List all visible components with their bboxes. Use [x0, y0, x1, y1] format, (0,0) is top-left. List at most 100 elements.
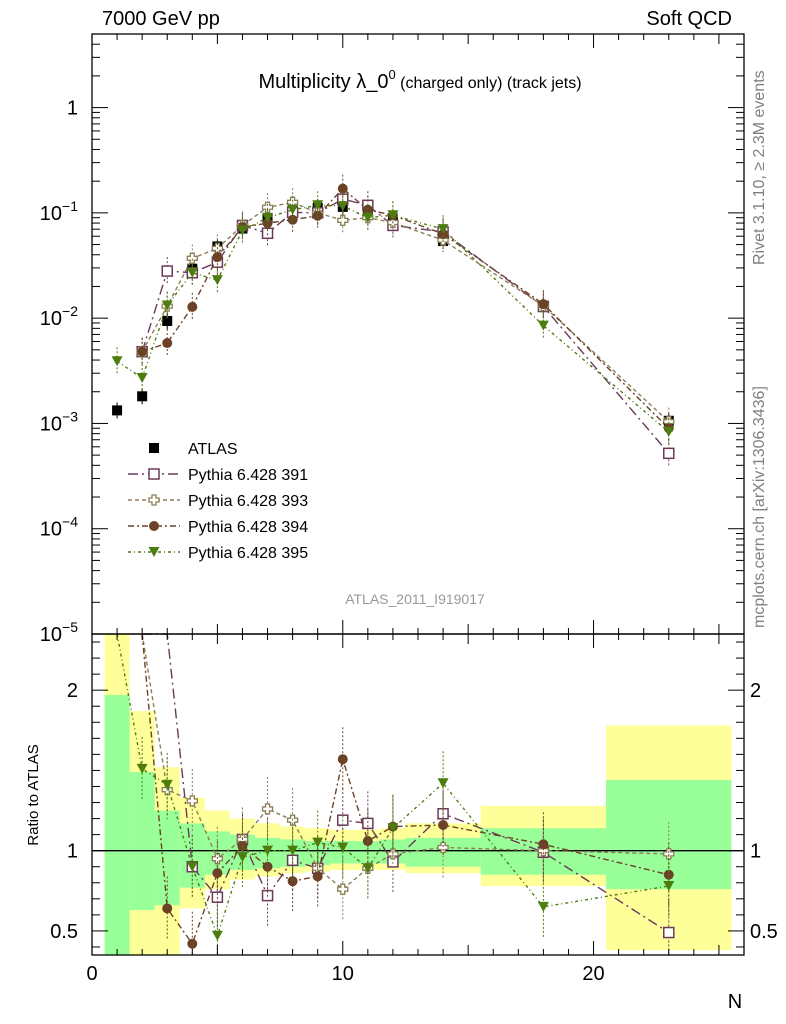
ratio-point — [337, 842, 349, 853]
plot-title-sup: 0 — [388, 67, 395, 82]
data-point — [663, 426, 675, 437]
series-2 — [136, 188, 675, 436]
legend: ATLAS Pythia 6.428 391 Pythia 6.428 393 Pyt… — [128, 441, 308, 562]
ratio-point — [287, 876, 298, 887]
ratio-y-tick-label: 0.5 — [50, 921, 78, 943]
ratio-point — [261, 803, 274, 815]
ratio-point — [187, 938, 198, 949]
ratio-point — [437, 778, 449, 789]
y-tick-label: 10−1 — [40, 198, 78, 225]
data-point — [137, 346, 148, 357]
y-tick-exponent: −1 — [62, 198, 78, 214]
data-point — [212, 252, 223, 263]
data-point — [262, 218, 273, 229]
ratio-point — [538, 839, 549, 850]
series-line — [141, 198, 670, 454]
ratio-series-2 — [141, 633, 674, 955]
x-axis-label: N — [728, 991, 742, 1013]
data-point — [663, 447, 675, 460]
legend-marker — [149, 443, 159, 453]
header-energy: 7000 GeV pp — [102, 8, 220, 30]
ratio-y-axis-label: Ratio to ATLAS — [25, 744, 42, 845]
series-1 — [136, 185, 675, 468]
y-tick-label: 10−2 — [40, 303, 78, 330]
data-point — [262, 212, 274, 223]
ratio-y-tick-label-right: 0.5 — [750, 921, 778, 943]
legend-marker — [148, 494, 160, 506]
data-point — [387, 210, 399, 221]
data-point — [187, 301, 198, 312]
data-point — [162, 338, 173, 349]
y-tick-base: 10 — [40, 203, 62, 225]
y-tick-base: 10 — [40, 308, 62, 330]
plot-title-small: (charged only) (track jets) — [396, 75, 582, 92]
data-point — [161, 300, 173, 311]
y-tick-exponent: −5 — [62, 619, 78, 635]
plot-title-main: Multiplicity λ_0 — [258, 71, 388, 93]
data-point — [112, 405, 123, 416]
y-tick-label: 10−4 — [40, 514, 78, 541]
data-point — [236, 225, 248, 236]
ratio-point — [162, 903, 173, 914]
y-tick-exponent: −2 — [62, 303, 78, 319]
ratio-band-green — [129, 772, 155, 911]
analysis-label: ATLAS_2011_I919017 — [345, 591, 485, 607]
ratio-point — [663, 848, 675, 860]
ratio-plot-series — [92, 633, 744, 955]
legend-entry-2: Pythia 6.428 393 — [128, 493, 308, 510]
y-tick-label: 1 — [67, 98, 78, 120]
data-point — [287, 214, 298, 225]
y-tick-exponent: −4 — [62, 514, 78, 530]
ratio-point — [236, 852, 248, 863]
ratio-series-0 — [142, 633, 675, 955]
data-point — [437, 224, 449, 235]
ratio-point — [212, 868, 223, 879]
data-point — [287, 204, 299, 215]
ratio-point — [663, 880, 675, 891]
legend-label: Pythia 6.428 395 — [188, 545, 308, 562]
legend-entry-1: Pythia 6.428 391 — [128, 467, 308, 484]
data-point — [136, 373, 148, 384]
ratio-point — [362, 863, 374, 874]
legend-marker — [149, 521, 159, 531]
legend-entry-0: ATLAS — [149, 441, 238, 458]
legend-marker — [148, 468, 160, 480]
ratio-point — [438, 819, 449, 830]
legend-entry-4: Pythia 6.428 395 — [128, 545, 308, 562]
data-point — [211, 275, 223, 286]
series-4 — [111, 191, 675, 446]
ratio-line — [142, 633, 670, 934]
ratio-point — [337, 883, 349, 895]
data-point — [261, 201, 274, 213]
legend-marker — [148, 547, 160, 557]
ratio-band-green — [104, 694, 130, 955]
legend-label: Pythia 6.428 393 — [188, 493, 308, 510]
ratio-uncertainty-bands — [104, 634, 732, 955]
legend-entry-3: Pythia 6.428 394 — [128, 519, 308, 536]
series-line — [141, 201, 670, 423]
ratio-point — [186, 795, 198, 807]
y-tick-exponent: −3 — [62, 408, 78, 424]
y-tick-base: 10 — [40, 624, 62, 646]
data-point — [337, 214, 349, 226]
ratio-point — [537, 901, 549, 912]
ratio-point — [312, 837, 324, 848]
data-point — [337, 201, 349, 212]
data-point — [362, 212, 374, 223]
ratio-point — [186, 861, 198, 872]
ratio-point — [387, 823, 399, 834]
ratio-y-tick-label: 2 — [67, 680, 78, 702]
y-tick-base: 1 — [67, 98, 78, 120]
ratio-line — [141, 633, 669, 946]
legend-label: Pythia 6.428 391 — [188, 467, 308, 484]
data-point — [312, 200, 324, 211]
data-point — [186, 252, 198, 264]
ratio-y-tick-label-right: 2 — [750, 680, 761, 702]
x-tick-label: 0 — [86, 963, 97, 985]
ratio-point — [663, 926, 675, 939]
data-point — [362, 204, 373, 215]
header-category: Soft QCD — [646, 8, 732, 30]
ratio-point — [312, 871, 323, 882]
y-tick-label: 10−5 — [40, 619, 78, 646]
data-point — [538, 299, 549, 310]
